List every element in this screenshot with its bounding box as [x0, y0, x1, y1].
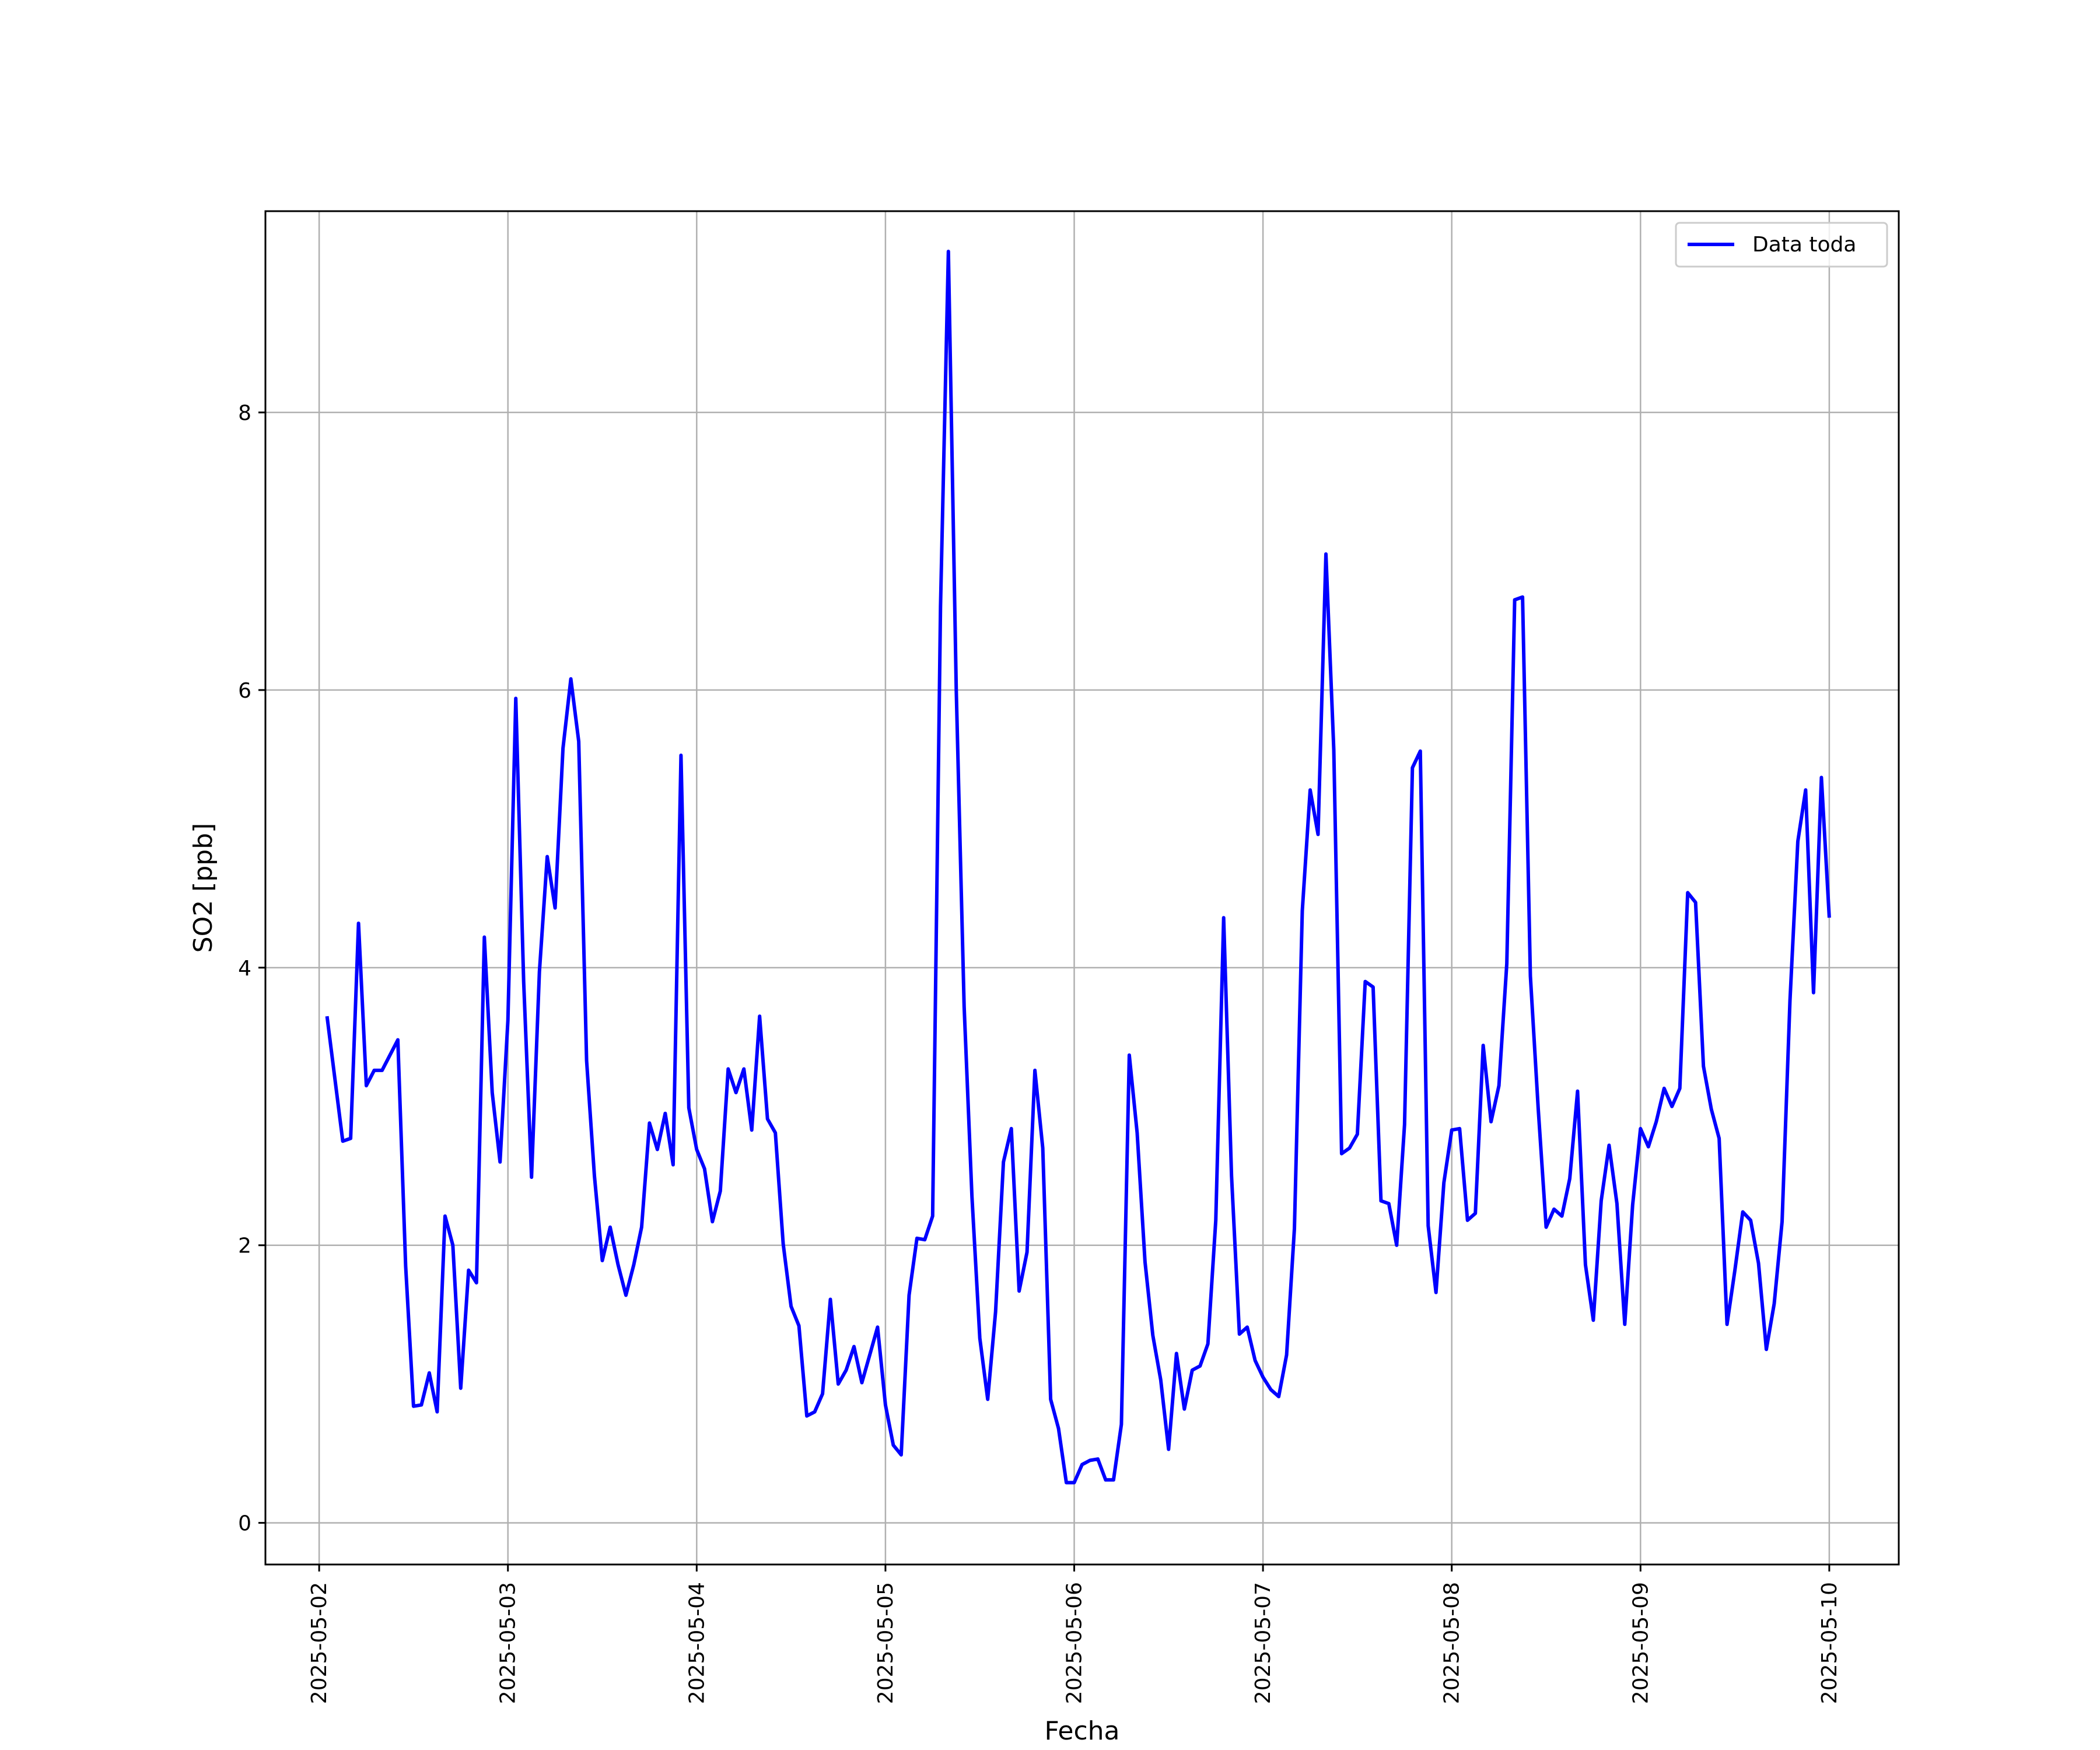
x-tick-label: 2025-05-08 [1440, 1582, 1464, 1704]
x-tick-label: 2025-05-10 [1818, 1582, 1842, 1704]
axis-ticks: 2025-05-02 2025-05-03 2025-05-04 2025-05-05… [238, 401, 1842, 1704]
x-tick-label: 2025-05-06 [1063, 1582, 1087, 1704]
x-tick-label: 2025-05-07 [1251, 1582, 1275, 1704]
gridlines [265, 211, 1899, 1564]
x-tick-label: 2025-05-04 [685, 1582, 709, 1704]
legend: Data toda [1675, 222, 1888, 268]
y-tick-label: 6 [238, 679, 251, 703]
x-tick-label: 2025-05-02 [307, 1582, 331, 1704]
x-axis-label: Fecha [1044, 1716, 1119, 1746]
y-tick-label: 4 [238, 957, 251, 981]
y-tick-label: 8 [238, 401, 251, 425]
y-axis-label: SO2 [ppb] [188, 823, 218, 953]
legend-box [1675, 222, 1888, 268]
legend-label-data-toda: Data toda [1752, 233, 1856, 257]
series-layer [325, 250, 1831, 1485]
x-tick-label: 2025-05-09 [1629, 1582, 1653, 1704]
y-tick-label: 2 [238, 1234, 251, 1258]
x-tick-label: 2025-05-05 [874, 1582, 898, 1704]
x-tick-label: 2025-05-03 [496, 1582, 520, 1704]
y-tick-label: 0 [238, 1512, 251, 1536]
plot-frame [264, 210, 1900, 1566]
series-line-0 [325, 250, 1831, 1485]
